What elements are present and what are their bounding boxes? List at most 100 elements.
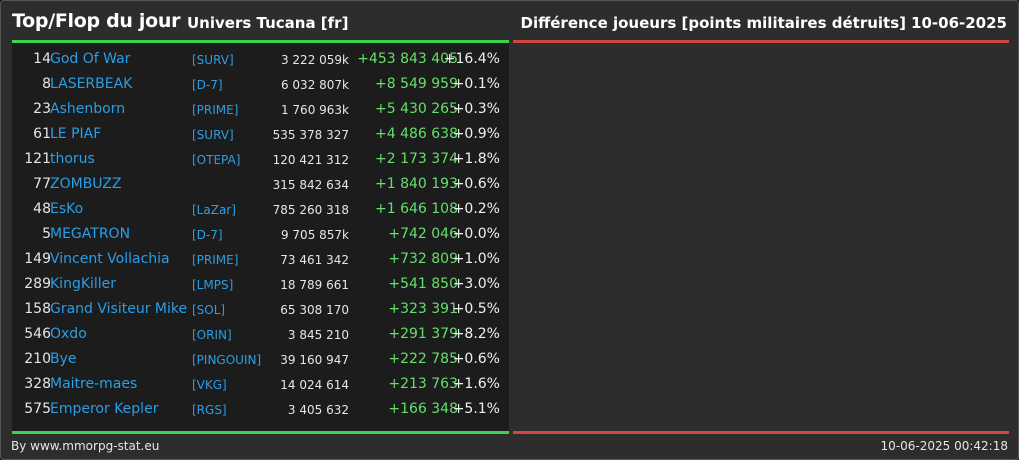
percent-change: +0.0%	[452, 226, 500, 242]
percent-change: +16.4%	[443, 51, 500, 67]
percent-change: +5.1%	[452, 401, 500, 417]
player-total-points: 1 760 963k	[280, 103, 349, 117]
table-row: 210 Bye [PINGOUIN] 39 160 947 +222 785 +0.6%	[12, 348, 509, 373]
percent-change: +3.0%	[452, 276, 500, 292]
points-difference: +8 549 959	[375, 76, 458, 92]
player-total-points: 3 845 210	[287, 328, 349, 342]
player-name-link[interactable]: Vincent Vollachia	[50, 251, 170, 267]
player-name-link[interactable]: LE PIAF	[50, 126, 102, 142]
generated-timestamp: 10-06-2025 00:42:18	[880, 439, 1008, 453]
alliance-tag-link[interactable]: [LaZar]	[192, 203, 236, 217]
alliance-tag-link[interactable]: [SOL]	[192, 303, 226, 317]
player-rank: 289	[24, 276, 51, 292]
table-row: 158 Grand Visiteur Mike [SOL] 65 308 170 +32…	[12, 298, 509, 323]
points-difference: +323 391	[388, 301, 458, 317]
table-row: 77 ZOMBUZZ 315 842 634 +1 840 193 +0.6%	[12, 173, 509, 198]
percent-change: +8.2%	[452, 326, 500, 342]
player-name-link[interactable]: thorus	[50, 151, 95, 167]
table-row: 289 KingKiller [LMPS] 18 789 661 +541 850 +3.…	[12, 273, 509, 298]
player-rank: 8	[42, 76, 51, 92]
player-rank: 48	[33, 201, 51, 217]
player-total-points: 6 032 807k	[280, 78, 349, 92]
alliance-tag-link[interactable]: [ORIN]	[192, 328, 232, 342]
table-row: 5 MEGATRON [D-7] 9 705 857k +742 046 +0.0%	[12, 223, 509, 248]
flop-section-bottom-bar	[513, 431, 1009, 434]
points-difference: +166 348	[388, 401, 458, 417]
player-name-link[interactable]: God Of War	[50, 51, 131, 67]
table-row: 546 Oxdo [ORIN] 3 845 210 +291 379 +8.2%	[12, 323, 509, 348]
player-total-points: 73 461 342	[280, 253, 349, 267]
player-name-link[interactable]: LASERBEAK	[50, 76, 133, 92]
percent-change: +0.2%	[452, 201, 500, 217]
percent-change: +1.6%	[452, 376, 500, 392]
player-name-link[interactable]: Grand Visiteur Mike	[50, 301, 188, 317]
player-rank: 23	[33, 101, 51, 117]
player-rank: 5	[42, 226, 51, 242]
table-row: 23 Ashenborn [PRIME] 1 760 963k +5 430 265 +0…	[12, 98, 509, 123]
percent-change: +0.5%	[452, 301, 500, 317]
player-total-points: 39 160 947	[280, 353, 349, 367]
player-name-link[interactable]: ZOMBUZZ	[50, 176, 122, 192]
player-rank: 158	[24, 301, 51, 317]
alliance-tag-link[interactable]: [OTEPA]	[192, 153, 241, 167]
player-rank: 121	[24, 151, 51, 167]
player-name-link[interactable]: Maitre-maes	[50, 376, 138, 392]
alliance-tag-link[interactable]: [D-7]	[192, 78, 223, 92]
player-total-points: 315 842 634	[272, 178, 349, 192]
table-row: 149 Vincent Vollachia [PRIME] 73 461 342 +73…	[12, 248, 509, 273]
points-difference: +5 430 265	[375, 101, 458, 117]
alliance-tag-link[interactable]: [SURV]	[192, 128, 234, 142]
player-rank: 328	[24, 376, 51, 392]
alliance-tag-link[interactable]: [RGS]	[192, 403, 227, 417]
player-total-points: 65 308 170	[280, 303, 349, 317]
percent-change: +1.8%	[452, 151, 500, 167]
player-rank: 149	[24, 251, 51, 267]
points-difference: +541 850	[388, 276, 458, 292]
table-row: 121 thorus [OTEPA] 120 421 312 +2 173 374 +1.…	[12, 148, 509, 173]
player-rank: 77	[33, 176, 51, 192]
top-section-bottom-bar	[12, 431, 509, 434]
player-name-link[interactable]: EsKo	[50, 201, 84, 217]
universe-label: Univers Tucana [fr]	[187, 14, 349, 32]
points-difference: +1 840 193	[375, 176, 458, 192]
header: Top/Flop du jour Univers Tucana [fr] Dif…	[12, 7, 1007, 37]
table-row: 8 LASERBEAK [D-7] 6 032 807k +8 549 959 +0.1%	[12, 73, 509, 98]
player-name-link[interactable]: MEGATRON	[50, 226, 131, 242]
player-name-link[interactable]: Oxdo	[50, 326, 87, 342]
alliance-tag-link[interactable]: [VKG]	[192, 378, 227, 392]
alliance-tag-link[interactable]: [PRIME]	[192, 253, 239, 267]
points-difference: +1 646 108	[375, 201, 458, 217]
player-rank: 61	[33, 126, 51, 142]
points-difference: +2 173 374	[375, 151, 458, 167]
points-difference: +453 843 405	[357, 51, 458, 67]
points-difference: +222 785	[388, 351, 458, 367]
player-total-points: 18 789 661	[280, 278, 349, 292]
top-players-panel: 14 God Of War [SURV] 3 222 059k +453 843 405…	[12, 43, 509, 431]
player-name-link[interactable]: Ashenborn	[50, 101, 126, 117]
player-rank: 546	[24, 326, 51, 342]
percent-change: +0.3%	[452, 101, 500, 117]
alliance-tag-link[interactable]: [D-7]	[192, 228, 223, 242]
player-name-link[interactable]: Emperor Kepler	[50, 401, 159, 417]
alliance-tag-link[interactable]: [SURV]	[192, 53, 234, 67]
percent-change: +0.6%	[452, 176, 500, 192]
percent-change: +1.0%	[452, 251, 500, 267]
percent-change: +0.1%	[452, 76, 500, 92]
flop-players-panel	[513, 43, 1009, 431]
credit-link[interactable]: By www.mmorpg-stat.eu	[11, 439, 160, 453]
player-name-link[interactable]: Bye	[50, 351, 77, 367]
alliance-tag-link[interactable]: [LMPS]	[192, 278, 234, 292]
table-row: 328 Maitre-maes [VKG] 14 024 614 +213 763 +1.…	[12, 373, 509, 398]
table-row: 575 Emperor Kepler [RGS] 3 405 632 +166 348 +…	[12, 398, 509, 423]
table-row: 48 EsKo [LaZar] 785 260 318 +1 646 108 +0.2%	[12, 198, 509, 223]
metric-label: Différence joueurs [points militaires dé…	[520, 14, 906, 32]
points-difference: +291 379	[388, 326, 458, 342]
flop-section-bar	[513, 40, 1009, 43]
alliance-tag-link[interactable]: [PINGOUIN]	[192, 353, 262, 367]
alliance-tag-link[interactable]: [PRIME]	[192, 103, 239, 117]
points-difference: +732 809	[388, 251, 458, 267]
points-difference: +213 763	[388, 376, 458, 392]
page-title: Top/Flop du jour	[12, 10, 181, 32]
player-name-link[interactable]: KingKiller	[50, 276, 117, 292]
